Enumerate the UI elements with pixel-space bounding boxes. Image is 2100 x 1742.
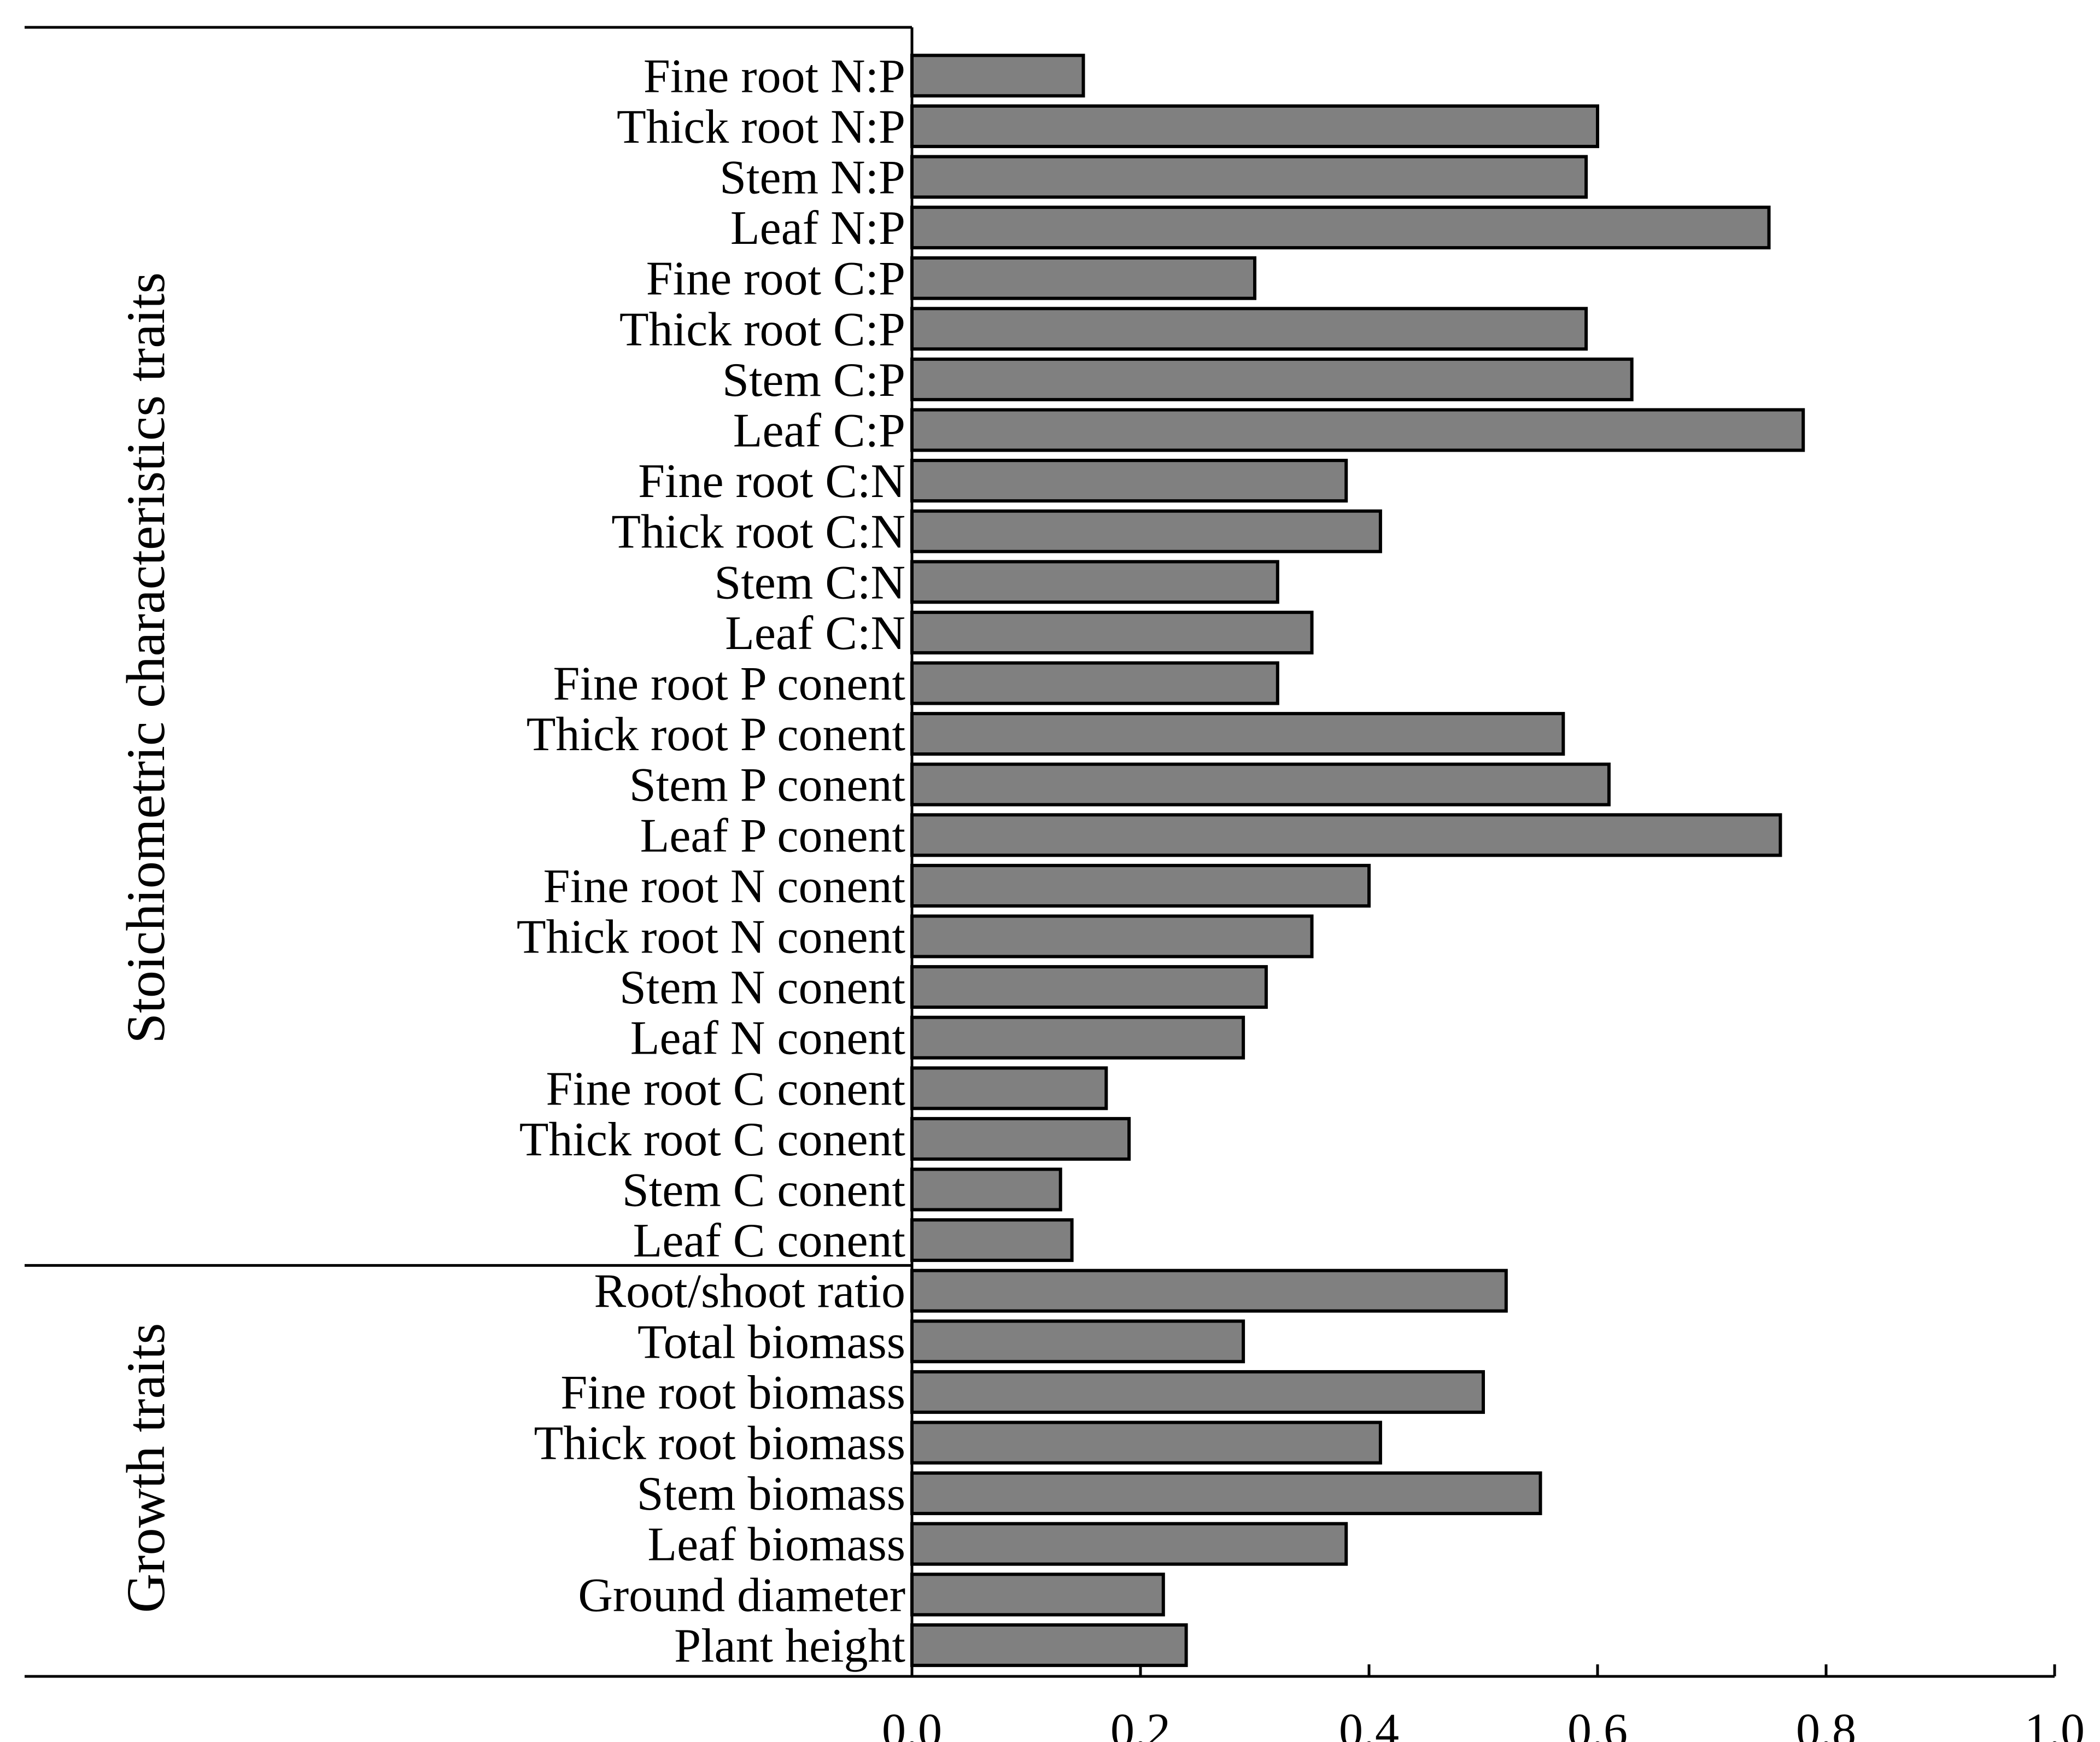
category-label: Fine root biomass (560, 1366, 905, 1419)
bar-27 (910, 1421, 1382, 1465)
category-label: Fine root C:P (646, 253, 905, 306)
group-label: Stoichiometric characteristics traits (115, 272, 176, 1044)
x-tick-label: 1.0 (2025, 1704, 2085, 1742)
category-label: Stem P conent (629, 759, 905, 812)
bar-14 (910, 762, 1611, 806)
bar-23 (910, 1218, 1074, 1262)
category-label: Plant height (674, 1620, 905, 1673)
bar-2 (910, 155, 1588, 199)
x-tick-label: 0.6 (1567, 1704, 1628, 1742)
group-label: Growth traits (115, 1323, 176, 1613)
bar-6 (910, 357, 1634, 401)
category-label: Stem N:P (720, 151, 905, 204)
category-label: Total biomass (637, 1316, 905, 1369)
category-label: Thick root P conent (527, 708, 905, 761)
category-label: Thick root C conent (519, 1113, 905, 1166)
bar-4 (910, 256, 1256, 300)
category-label: Stem C conent (622, 1164, 905, 1217)
bar-1 (910, 104, 1599, 148)
bar-0 (910, 54, 1085, 98)
category-label: Stem C:N (714, 556, 905, 609)
group-labels: Stoichiometric characteristics traits Gro… (115, 272, 176, 1613)
bar-28 (910, 1471, 1542, 1516)
category-label: Stem C:P (722, 354, 905, 407)
bar-19 (910, 1015, 1245, 1060)
bar-7 (910, 408, 1805, 452)
x-tick-label: 0.4 (1339, 1704, 1399, 1742)
bar-31 (910, 1623, 1188, 1667)
category-label: Fine root N:P (644, 50, 905, 103)
bar-8 (910, 459, 1348, 503)
x-tick-label: 0.2 (1110, 1704, 1171, 1742)
category-label: Root/shoot ratio (594, 1265, 905, 1318)
category-label: Leaf P conent (640, 809, 905, 862)
category-label: Thick root C:N (611, 506, 905, 559)
category-label: Stem N conent (619, 961, 905, 1014)
category-label: Ground diameter (578, 1569, 905, 1622)
x-tick-label: 0.0 (882, 1704, 942, 1742)
category-label: Leaf C:N (725, 607, 905, 660)
category-label: Thick root biomass (534, 1417, 905, 1470)
bar-3 (910, 206, 1771, 250)
bar-17 (910, 914, 1314, 958)
bar-30 (910, 1573, 1165, 1617)
category-label: Leaf N:P (730, 202, 905, 255)
bar-18 (910, 965, 1268, 1009)
bar-25 (910, 1319, 1245, 1364)
bar-10 (910, 560, 1279, 604)
category-label: Thick root C:P (619, 303, 905, 356)
category-label: Fine root P conent (553, 658, 905, 711)
category-label: Leaf N conent (630, 1012, 905, 1065)
bar-5 (910, 307, 1588, 351)
category-label: Fine root C:N (638, 455, 905, 508)
category-label: Leaf C conent (633, 1214, 905, 1267)
bar-24 (910, 1268, 1508, 1313)
category-label: Fine root N conent (543, 860, 905, 913)
category-label: Stem biomass (637, 1468, 905, 1521)
bar-29 (910, 1522, 1348, 1566)
category-label: Thick root N conent (517, 911, 905, 964)
bar-20 (910, 1066, 1108, 1110)
bar-11 (910, 610, 1314, 654)
category-label: Leaf biomass (647, 1518, 905, 1571)
axes: 0.0 0.2 0.4 0.6 0.8 1.0 (25, 26, 2085, 1742)
category-label: Fine root C conent (546, 1062, 905, 1115)
category-label: Thick root N:P (617, 101, 905, 154)
bar-16 (910, 863, 1371, 908)
x-tick-label: 0.8 (1796, 1704, 1856, 1742)
bar-22 (910, 1167, 1062, 1212)
bars-layer (910, 54, 1805, 1667)
category-label: Leaf C:P (733, 405, 905, 458)
bar-26 (910, 1370, 1485, 1414)
bar-21 (910, 1116, 1131, 1161)
bar-13 (910, 712, 1565, 756)
bar-12 (910, 661, 1279, 705)
bar-15 (910, 813, 1782, 857)
bar-9 (910, 509, 1382, 553)
